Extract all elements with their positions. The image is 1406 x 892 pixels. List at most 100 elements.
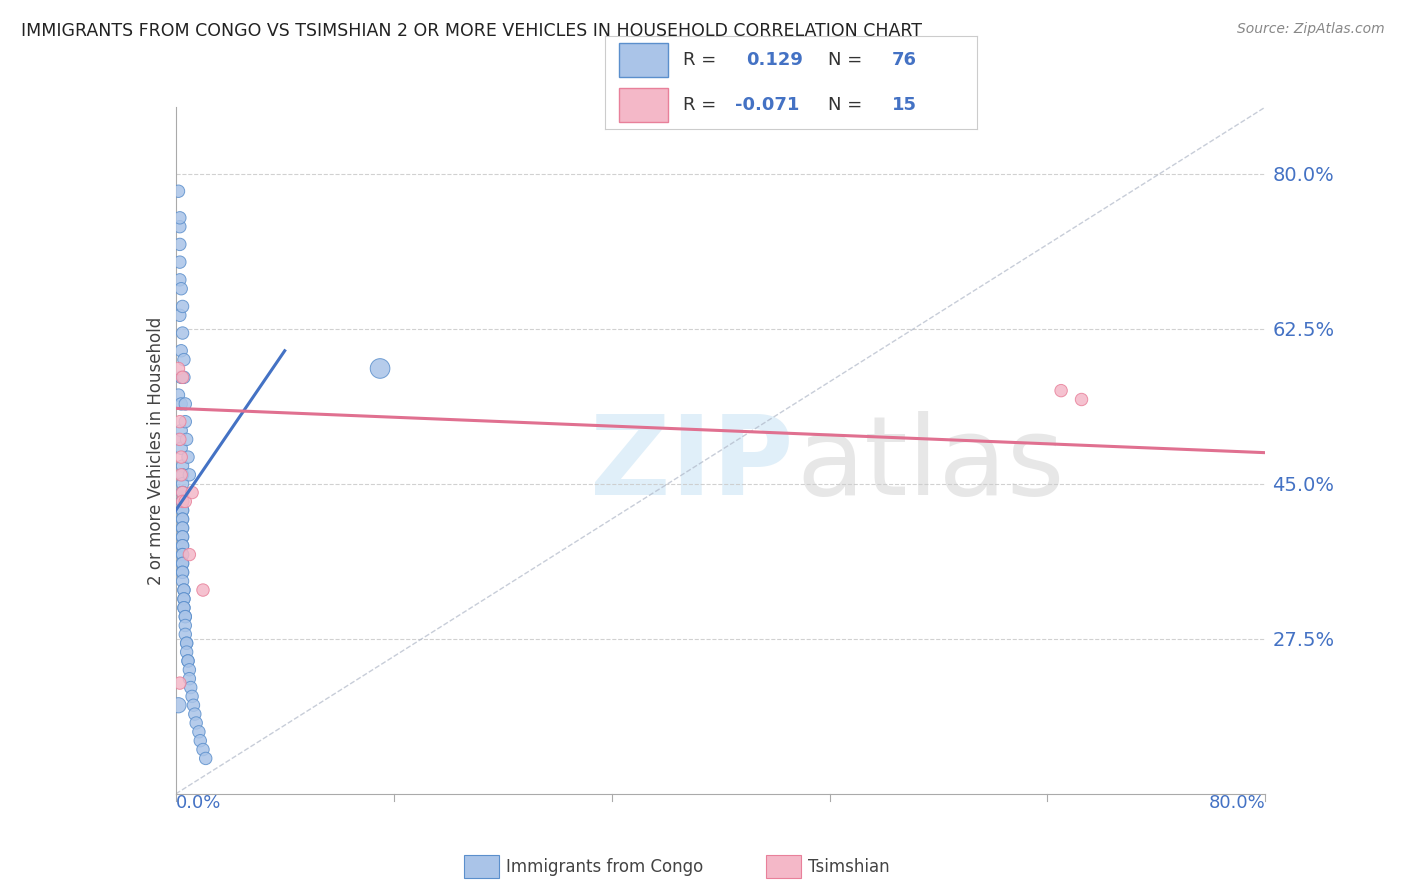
Point (172, 539, 194, 553)
Point (167, 433, 190, 447)
Point (191, 582, 214, 597)
Point (183, 698, 205, 713)
Text: ZIP: ZIP (591, 410, 793, 517)
Point (173, 582, 195, 597)
Point (368, 361, 391, 376)
Point (172, 300, 194, 314)
Point (170, 343, 193, 358)
Point (187, 724, 209, 739)
Point (172, 370, 194, 384)
Point (180, 681, 202, 695)
Text: Tsimshian: Tsimshian (808, 858, 890, 876)
Point (172, 557, 194, 571)
Text: R =: R = (683, 96, 716, 114)
Point (181, 485, 204, 500)
Point (179, 467, 201, 482)
Point (172, 521, 194, 535)
Point (172, 548, 194, 562)
Point (172, 512, 194, 526)
Point (172, 574, 194, 589)
Point (172, 530, 194, 544)
Point (172, 503, 194, 517)
Point (177, 450, 200, 464)
Point (173, 582, 195, 597)
Point (173, 591, 195, 606)
Text: 0.0%: 0.0% (176, 794, 221, 812)
Point (172, 548, 194, 562)
Point (1070, 392, 1092, 407)
Point (173, 600, 195, 615)
Text: N =: N = (828, 96, 862, 114)
Text: R =: R = (683, 51, 716, 69)
Point (172, 557, 194, 571)
Text: N =: N = (828, 51, 862, 69)
Point (174, 415, 197, 429)
Point (179, 663, 201, 677)
Point (174, 397, 197, 411)
Point (179, 672, 201, 686)
Point (174, 609, 197, 624)
Point (167, 361, 190, 376)
Point (191, 742, 214, 756)
Point (169, 255, 191, 269)
Point (176, 645, 198, 659)
Point (170, 450, 193, 464)
Point (172, 512, 194, 526)
Point (170, 442, 193, 456)
Point (169, 219, 191, 234)
Point (172, 458, 194, 473)
Point (172, 476, 194, 491)
Text: 0.129: 0.129 (747, 51, 803, 69)
Point (177, 654, 200, 668)
Point (1050, 384, 1073, 398)
Text: 80.0%: 80.0% (1209, 794, 1265, 812)
Text: Immigrants from Congo: Immigrants from Congo (506, 858, 703, 876)
Point (186, 716, 208, 731)
Point (184, 707, 207, 722)
Point (169, 676, 191, 690)
Text: Source: ZipAtlas.com: Source: ZipAtlas.com (1237, 22, 1385, 37)
Point (177, 654, 200, 668)
Point (172, 494, 194, 508)
FancyBboxPatch shape (620, 88, 668, 122)
Point (170, 282, 193, 296)
Point (170, 370, 193, 384)
Point (173, 370, 195, 384)
Point (173, 591, 195, 606)
Point (172, 467, 194, 482)
Point (181, 690, 204, 704)
Point (173, 352, 195, 367)
Point (170, 424, 193, 438)
Point (174, 618, 197, 632)
Point (172, 326, 194, 340)
FancyBboxPatch shape (620, 43, 668, 77)
Point (174, 627, 197, 641)
Point (172, 485, 194, 500)
Y-axis label: 2 or more Vehicles in Household: 2 or more Vehicles in Household (146, 317, 165, 584)
Point (169, 273, 191, 287)
Point (173, 600, 195, 615)
Point (174, 494, 197, 508)
Point (172, 521, 194, 535)
Point (172, 494, 194, 508)
Point (176, 433, 198, 447)
Text: -0.071: -0.071 (735, 96, 800, 114)
Point (176, 636, 198, 650)
Point (169, 433, 191, 447)
Point (167, 698, 190, 713)
Point (194, 751, 217, 765)
Point (167, 184, 190, 198)
Point (169, 237, 191, 252)
Point (172, 530, 194, 544)
Point (172, 566, 194, 580)
Point (172, 485, 194, 500)
Point (169, 415, 191, 429)
Point (172, 503, 194, 517)
Point (176, 636, 198, 650)
Point (172, 494, 194, 508)
Point (172, 566, 194, 580)
Point (172, 485, 194, 500)
Point (179, 548, 201, 562)
Text: 15: 15 (891, 96, 917, 114)
Text: 76: 76 (891, 51, 917, 69)
